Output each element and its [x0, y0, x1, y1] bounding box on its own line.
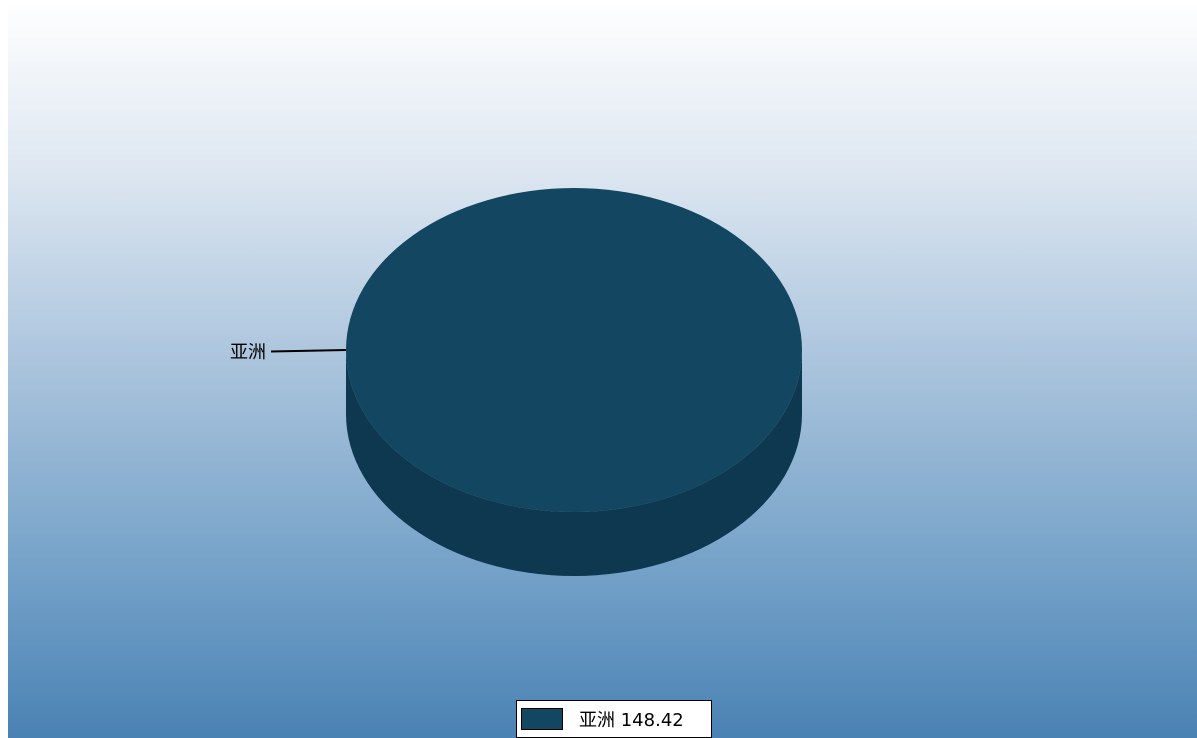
- leader-line: [270, 349, 347, 353]
- chart-area: 亚洲 亚洲 148.42: [8, 0, 1197, 738]
- pie-group: 亚洲: [230, 188, 802, 576]
- legend-series-name: 亚洲: [579, 710, 615, 731]
- chart-legend: 亚洲 148.42: [516, 700, 712, 738]
- slice-label: 亚洲: [230, 342, 266, 363]
- legend-series-value: 148.42: [620, 710, 684, 731]
- legend-label: 亚洲 148.42: [579, 706, 684, 732]
- pie-slice-side: [346, 350, 802, 576]
- pie-slice: [346, 188, 802, 512]
- legend-swatch: [521, 708, 563, 730]
- pie-chart: 亚洲: [230, 188, 802, 576]
